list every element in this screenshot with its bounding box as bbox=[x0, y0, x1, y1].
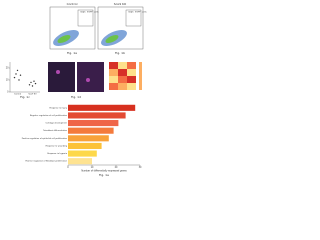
dot bbox=[34, 82, 37, 85]
images: Fig. 1d bbox=[48, 62, 104, 99]
category-label: Positive regulation of fibroblast prolif… bbox=[25, 160, 67, 163]
dot bbox=[30, 81, 32, 84]
bar bbox=[68, 135, 109, 142]
fig-label: Fig. 1c bbox=[20, 95, 30, 99]
category-label: Cartilage development bbox=[45, 122, 67, 125]
fig-label: Fig. 1e bbox=[99, 173, 109, 177]
fig-label: Fig. 1a bbox=[67, 51, 77, 55]
y-tick-label: 20 bbox=[6, 67, 9, 70]
bar bbox=[68, 112, 126, 119]
x-tick-label: Sox9 KO bbox=[28, 94, 37, 96]
dot bbox=[18, 79, 20, 81]
density bbox=[57, 34, 71, 44]
dot bbox=[28, 84, 31, 86]
fig-label: Fig. 1d bbox=[71, 95, 81, 99]
flow-panels: Control Sox9 KO CD45⁻ EGFP⁺ cells CD45⁻ … bbox=[49, 2, 147, 55]
panel-title: Control bbox=[67, 2, 78, 6]
figure: Control Sox9 KO CD45⁻ EGFP⁺ cells CD45⁻ … bbox=[6, 2, 147, 177]
category-label: Response to injury bbox=[49, 106, 67, 109]
dot bbox=[16, 69, 19, 72]
x-tick-label: Control bbox=[14, 93, 22, 96]
bar bbox=[68, 120, 119, 127]
category-label: Osteoblast differentiation bbox=[43, 129, 68, 132]
x-axis-label: Number of differentially expressed genes bbox=[81, 170, 127, 173]
category-label: Negative regulation of cell proliferatio… bbox=[30, 114, 68, 117]
bar bbox=[68, 127, 114, 134]
density bbox=[105, 34, 119, 44]
x-tick-label: 0 bbox=[67, 166, 69, 169]
category-label: Response to hypoxia bbox=[47, 152, 67, 155]
gate-label: CD45⁻ EGFP⁺ cells bbox=[128, 11, 147, 14]
x-tick-label: 30 bbox=[139, 166, 142, 169]
bar bbox=[68, 142, 102, 149]
fig-label: Fig. 1b bbox=[115, 51, 125, 55]
stain bbox=[56, 70, 60, 74]
bar bbox=[68, 158, 92, 165]
heatmap bbox=[109, 62, 142, 90]
category-label: Response to wounding bbox=[46, 144, 68, 147]
x-tick-label: 10 bbox=[91, 166, 94, 169]
bar bbox=[68, 104, 136, 111]
micrograph bbox=[48, 62, 75, 92]
dot bbox=[15, 73, 17, 75]
y-tick-label: 10 bbox=[6, 79, 9, 82]
dot bbox=[13, 76, 16, 79]
dot bbox=[33, 80, 35, 82]
gate bbox=[125, 9, 142, 27]
gate-label: CD45⁻ EGFP⁺ cells bbox=[80, 11, 99, 14]
stain bbox=[86, 78, 90, 82]
dot bbox=[31, 85, 34, 87]
y-tick-label: 0 bbox=[7, 91, 9, 94]
dot bbox=[19, 74, 22, 76]
x-tick-label: 20 bbox=[115, 166, 118, 169]
bar bbox=[68, 150, 97, 157]
panel-title: Sox9 KO bbox=[114, 2, 127, 6]
micrograph bbox=[77, 62, 104, 92]
category-label: Positive regulation of epithelial cell p… bbox=[22, 137, 68, 140]
gate bbox=[77, 9, 94, 27]
